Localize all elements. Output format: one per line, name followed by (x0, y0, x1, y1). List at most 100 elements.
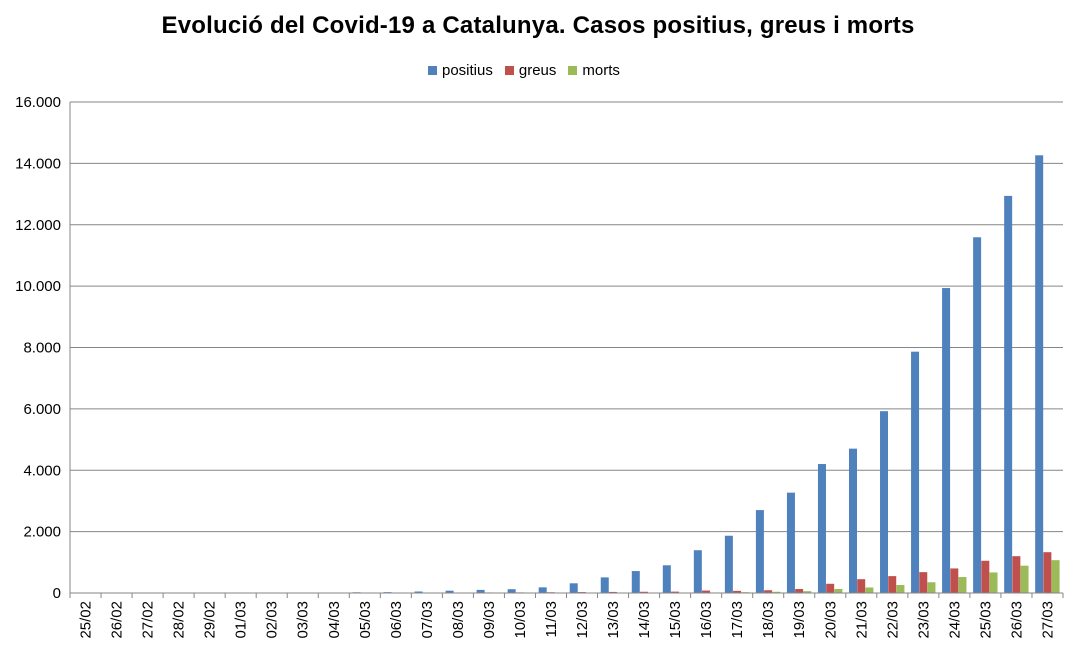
bar-morts (1020, 565, 1029, 593)
y-tick-label: 14.000 (15, 155, 61, 172)
bar-morts (1051, 560, 1060, 593)
x-tick-label: 01/03 (233, 601, 250, 639)
y-tick-label: 8.000 (23, 340, 61, 357)
x-tick-label: 29/02 (202, 601, 219, 639)
bar-positius (538, 587, 547, 593)
bar-greus (981, 560, 990, 593)
legend-item-morts: morts (568, 62, 620, 79)
x-tick-label: 18/03 (760, 601, 777, 639)
x-tick-label: 03/03 (295, 601, 312, 639)
x-tick-label: 06/03 (388, 601, 405, 639)
x-tick-label: 02/03 (264, 601, 281, 639)
bar-positius (476, 589, 485, 593)
bar-positius (755, 510, 764, 593)
bar-positius (817, 464, 826, 593)
x-tick-label: 21/03 (853, 601, 870, 639)
legend-swatch-greus (504, 65, 514, 75)
bar-positius (693, 550, 702, 593)
bar-positius (569, 583, 578, 593)
x-tick-label: 13/03 (605, 601, 622, 639)
x-tick-label: 12/03 (574, 601, 591, 639)
bar-morts (958, 577, 967, 593)
bar-greus (702, 590, 711, 593)
x-tick-label: 04/03 (326, 601, 343, 639)
gridlines (70, 101, 1063, 533)
bar-positius (1035, 155, 1044, 593)
bar-greus (795, 589, 804, 593)
bar-greus (733, 590, 742, 593)
x-tick-label: 27/03 (1039, 601, 1056, 639)
bar-positius (942, 288, 951, 593)
x-axis (69, 102, 1064, 598)
legend-swatch-morts (568, 65, 578, 75)
y-tick-label: 4.000 (23, 462, 61, 479)
x-tick-label: 16/03 (698, 601, 715, 639)
bar-positius (848, 448, 857, 593)
y-tick-label: 6.000 (23, 401, 61, 418)
y-tick-label: 2.000 (23, 524, 61, 541)
x-tick-label: 14/03 (636, 601, 653, 639)
bar-greus (671, 591, 680, 593)
x-tick-label: 26/03 (1008, 601, 1025, 639)
bar-morts (834, 589, 843, 593)
legend-label-morts: morts (582, 61, 620, 79)
bar-greus (1043, 552, 1052, 593)
x-tick-label: 09/03 (481, 601, 498, 639)
x-tick-label: 11/03 (543, 601, 560, 637)
x-tick-label: 15/03 (667, 601, 684, 639)
y-tick-label: 0 (53, 585, 61, 602)
bar-greus (608, 591, 617, 593)
x-tick-label: 25/02 (78, 601, 95, 639)
bar-greus (1012, 556, 1021, 593)
bar-greus (950, 568, 959, 593)
bar-positius (911, 351, 920, 593)
x-tick-label: 10/03 (512, 601, 529, 639)
legend-swatch-positius (428, 65, 437, 75)
bar-greus (857, 579, 866, 593)
bar-positius (445, 590, 454, 593)
legend-item-positius: positius (428, 62, 493, 79)
x-tick-label: 08/03 (450, 601, 467, 639)
bar-greus (639, 591, 648, 593)
bar-greus (919, 572, 928, 593)
bar-positius (631, 571, 640, 593)
bar-positius (786, 492, 795, 593)
x-tick-label: 23/03 (915, 601, 932, 639)
bar-positius (724, 535, 733, 593)
bar-greus (826, 583, 835, 593)
bar-morts (896, 585, 905, 593)
bar-morts (989, 572, 998, 593)
x-tick-label: 20/03 (822, 601, 839, 639)
x-tick-label: 05/03 (357, 601, 374, 639)
bar-positius (973, 237, 982, 593)
x-axis-ticks: 25/02 26/02 27/02 28/02 29/02 01/03 02/03 03/03… (78, 601, 1057, 639)
bar-positius (414, 591, 423, 593)
bar-positius (600, 577, 609, 593)
legend-item-greus: greus (504, 61, 557, 79)
bar-morts (927, 582, 936, 593)
bar-positius (1004, 195, 1013, 593)
bar-morts (865, 587, 874, 593)
bar-morts (803, 591, 812, 593)
x-tick-label: 25/03 (977, 601, 994, 639)
legend-label-positius: positius (442, 61, 493, 79)
bar-positius (662, 565, 671, 593)
bar-greus (764, 590, 773, 593)
x-tick-label: 27/02 (140, 601, 157, 639)
x-tick-label: 26/02 (109, 601, 126, 639)
y-tick-label: 12.000 (15, 217, 61, 234)
y-tick-label: 10.000 (15, 278, 61, 295)
bar-positius (507, 589, 516, 593)
bars (73, 155, 1060, 593)
x-tick-label: 22/03 (884, 601, 901, 639)
bar-positius (880, 411, 889, 593)
x-tick-label: 17/03 (729, 601, 746, 639)
bar-morts (772, 591, 781, 593)
x-tick-label: 07/03 (419, 601, 436, 639)
chart-title: Evolució del Covid-19 a Catalunya. Casos… (161, 12, 915, 39)
legend-label-greus: greus (518, 61, 557, 79)
bar-greus (888, 576, 897, 593)
x-tick-label: 24/03 (946, 601, 963, 639)
y-axis-ticks: 0 2.000 4.000 6.000 8.000 10.000 12.000 14.000 1… (15, 94, 61, 602)
